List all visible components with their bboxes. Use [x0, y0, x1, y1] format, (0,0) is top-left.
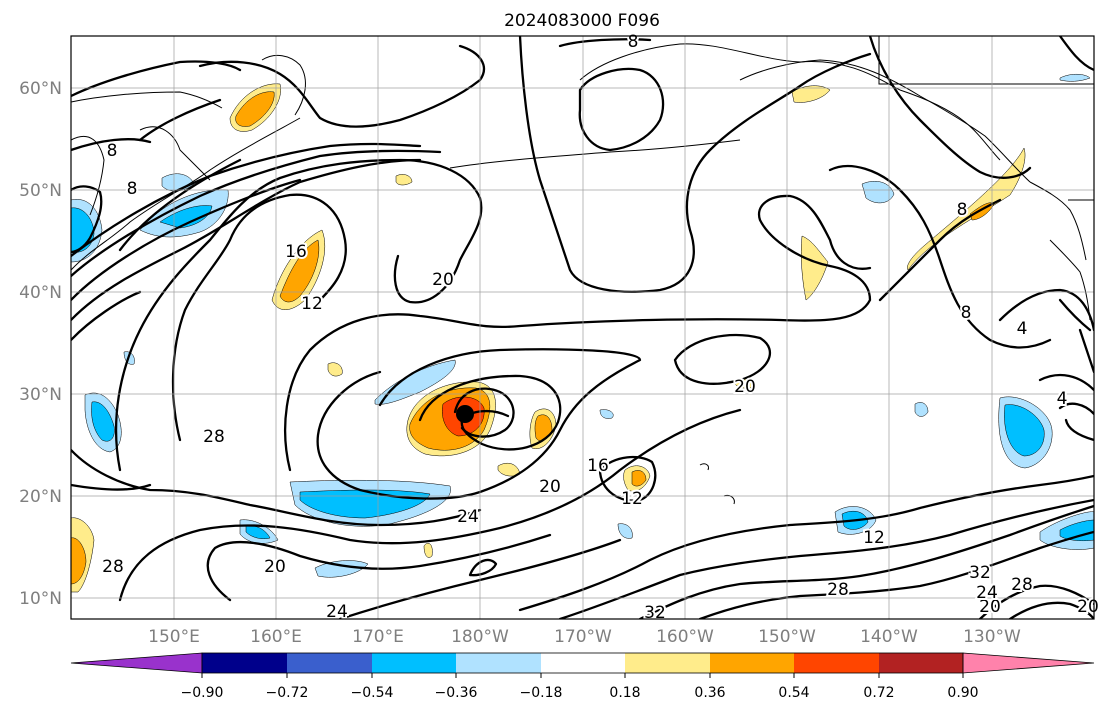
positive-anomaly-patch	[279, 239, 320, 303]
colorbar-segment	[794, 653, 879, 673]
colorbar-segment	[541, 653, 625, 673]
positive-anomaly-patch	[800, 235, 829, 301]
colorbar-segment	[879, 653, 963, 673]
contour-label: 16	[587, 456, 609, 476]
colorbar-tick-label: −0.36	[435, 685, 478, 701]
colorbar-tick-label: −0.72	[266, 685, 309, 701]
contour-label: 8	[628, 32, 639, 52]
colorbar-extend-high	[962, 652, 1095, 674]
colorbar-tick-label: −0.18	[520, 685, 563, 701]
contour-label: 20	[1077, 597, 1099, 617]
positive-anomaly-patch	[327, 362, 343, 377]
contour-label: 8	[961, 303, 972, 323]
contour-label: 20	[979, 597, 1001, 617]
contour-label: 4	[1057, 389, 1068, 409]
lon-label: 150°W	[758, 627, 816, 647]
lat-label: 60°N	[19, 79, 62, 99]
colorbar-tick-label: 0.54	[778, 685, 809, 701]
map-frame	[70, 35, 1095, 620]
lon-label: 160°W	[656, 627, 714, 647]
negative-anomaly-patch	[91, 401, 115, 442]
positive-anomaly-patch	[907, 147, 1026, 271]
lat-label: 40°N	[19, 283, 62, 303]
lon-label: 180°W	[451, 627, 509, 647]
negative-anomaly-patch	[617, 523, 633, 539]
contour-label: 4	[1017, 319, 1028, 339]
lat-label: 50°N	[19, 181, 62, 201]
negative-anomaly-patch	[1004, 404, 1045, 457]
contour-label: 16	[285, 242, 307, 262]
contour-label: 24	[457, 507, 479, 527]
colorbar-segment	[287, 653, 372, 673]
lon-label: 160°E	[250, 627, 302, 647]
negative-anomaly-patch	[1059, 74, 1091, 82]
colorbar-tick-label: 0.36	[694, 685, 725, 701]
lat-label: 20°N	[19, 487, 62, 507]
contour-label: 28	[203, 427, 225, 447]
colorbar-segment	[625, 653, 710, 673]
positive-anomaly-patch	[423, 543, 433, 558]
colorbar-segment	[372, 653, 456, 673]
negative-anomaly-patch	[1059, 519, 1094, 542]
contour-label: 20	[264, 557, 286, 577]
positive-anomaly-patch	[71, 537, 87, 585]
figure-title: 2024083000 F096	[504, 11, 660, 31]
storm-center-marker	[456, 405, 474, 423]
colorbar-ticks	[201, 673, 964, 678]
colorbar-segment	[202, 653, 287, 673]
colorbar-segment	[456, 653, 541, 673]
colorbar-tick-label: −0.54	[351, 685, 394, 701]
contour-label: 12	[301, 294, 323, 314]
lon-label: 130°W	[963, 627, 1021, 647]
contour-label: 8	[107, 141, 118, 161]
positive-anomaly-patch	[395, 174, 413, 186]
contour-label: 32	[644, 603, 666, 623]
contour-label: 20	[734, 377, 756, 397]
gridlines	[71, 36, 1094, 619]
positive-anomaly-patch	[235, 91, 275, 127]
contour-label: 8	[127, 179, 138, 199]
positive-anomaly-patch	[791, 85, 831, 103]
colorbar-frame	[201, 652, 964, 674]
contour-label: 32	[969, 563, 991, 583]
lon-label: 170°E	[352, 627, 404, 647]
shaded-field	[71, 74, 1094, 593]
contour-label: 8	[957, 200, 968, 220]
negative-anomaly-patch	[314, 560, 369, 578]
colorbar: −0.90 −0.72 −0.54 −0.36 −0.18 0.18 0.36 …	[70, 652, 1095, 701]
contour-lines	[71, 36, 1094, 619]
contour-labels: 8 8 8 8 16 12 20 28 20 20 24 20 16 12 20…	[100, 30, 1101, 625]
lat-label: 30°N	[19, 385, 62, 405]
latitude-labels: 60°N 50°N 40°N 30°N 20°N 10°N	[19, 79, 62, 609]
negative-anomaly-patch	[159, 205, 213, 229]
lon-label: 150°E	[148, 627, 200, 647]
colorbar-tick-label: 0.18	[609, 685, 640, 701]
negative-anomaly-patch	[599, 409, 614, 419]
colorbar-tick-label: −0.90	[181, 685, 224, 701]
longitude-labels: 150°E 160°E 170°E 180°W 170°W 160°W 150°…	[148, 627, 1021, 647]
contour-label: 28	[102, 557, 124, 577]
contour-label: 12	[863, 528, 885, 548]
colorbar-tick-label: 0.90	[947, 685, 978, 701]
positive-anomaly-patch	[631, 470, 647, 487]
map-panel: 8 8 8 8 16 12 20 28 20 20 24 20 16 12 20…	[70, 30, 1101, 625]
lon-label: 140°W	[860, 627, 918, 647]
contour-label: 24	[326, 602, 348, 622]
contour-label: 20	[432, 270, 454, 290]
contour-label: 28	[1011, 575, 1033, 595]
negative-anomaly-patch	[861, 181, 895, 204]
colorbar-extend-low	[70, 652, 203, 674]
colorbar-tick-label: 0.72	[863, 685, 894, 701]
lon-label: 170°W	[554, 627, 612, 647]
lat-label: 10°N	[19, 589, 62, 609]
contour-label: 20	[539, 477, 561, 497]
contour-label: 24	[976, 583, 998, 603]
negative-anomaly-patch	[914, 402, 929, 417]
contour-label: 28	[827, 580, 849, 600]
colorbar-segment	[710, 653, 794, 673]
contour-label: 12	[621, 489, 643, 509]
